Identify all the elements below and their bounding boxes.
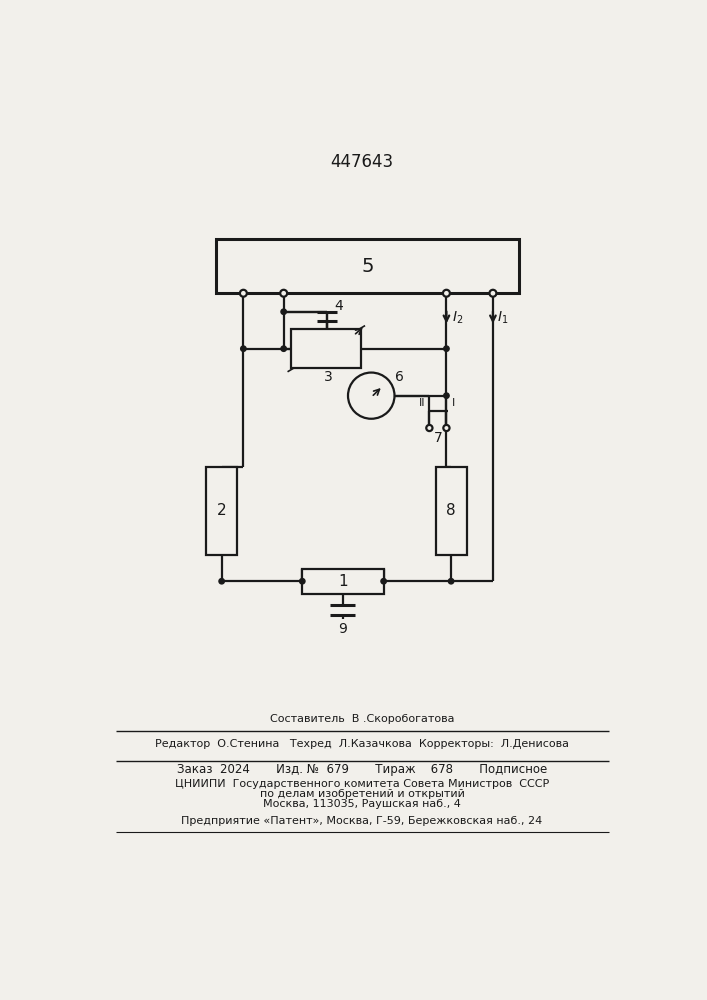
Bar: [216, 239, 518, 293]
Circle shape: [381, 579, 386, 584]
Text: Москва, 113035, Раушская наб., 4: Москва, 113035, Раушская наб., 4: [263, 799, 461, 809]
Text: по делам изобретений и открытий: по делам изобретений и открытий: [259, 789, 464, 799]
Text: ЦНИИПИ  Государственного комитета Совета Министров  СССР: ЦНИИПИ Государственного комитета Совета …: [175, 779, 549, 789]
Circle shape: [240, 346, 246, 351]
Circle shape: [348, 373, 395, 419]
Circle shape: [281, 309, 286, 314]
Bar: [206, 466, 237, 555]
Text: Составитель  В .Скоробогатова: Составитель В .Скоробогатова: [269, 714, 454, 724]
Circle shape: [443, 425, 450, 431]
Text: I: I: [452, 398, 455, 408]
Circle shape: [444, 346, 449, 351]
Circle shape: [443, 290, 450, 297]
Text: II: II: [419, 398, 425, 408]
Bar: [303, 569, 384, 594]
Text: 5: 5: [361, 257, 373, 276]
Text: 4: 4: [334, 299, 343, 313]
Text: Редактор  О.Стенина   Техред  Л.Казачкова  Корректоры:  Л.Денисова: Редактор О.Стенина Техред Л.Казачкова Ко…: [155, 739, 569, 749]
Circle shape: [448, 579, 454, 584]
Bar: [291, 329, 361, 368]
Circle shape: [489, 290, 496, 297]
Circle shape: [444, 393, 449, 398]
Circle shape: [280, 290, 287, 297]
Circle shape: [300, 579, 305, 584]
Circle shape: [281, 346, 286, 351]
Text: 3: 3: [324, 370, 332, 384]
Text: 6: 6: [395, 370, 404, 384]
Circle shape: [426, 425, 433, 431]
Text: 9: 9: [338, 622, 347, 636]
Bar: [436, 466, 467, 555]
Text: 1: 1: [338, 574, 348, 589]
Text: 2: 2: [217, 503, 226, 518]
Text: $I_2$: $I_2$: [452, 310, 463, 326]
Text: 447643: 447643: [330, 153, 394, 171]
Circle shape: [240, 290, 247, 297]
Text: 7: 7: [433, 431, 443, 445]
Text: Заказ  2024       Изд. №  679       Тираж    678       Подписное: Заказ 2024 Изд. № 679 Тираж 678 Подписно…: [177, 763, 547, 776]
Circle shape: [219, 579, 224, 584]
Text: $I_1$: $I_1$: [496, 310, 508, 326]
Text: Предприятие «Патент», Москва, Г-59, Бережковская наб., 24: Предприятие «Патент», Москва, Г-59, Бере…: [181, 816, 542, 826]
Text: 8: 8: [446, 503, 456, 518]
